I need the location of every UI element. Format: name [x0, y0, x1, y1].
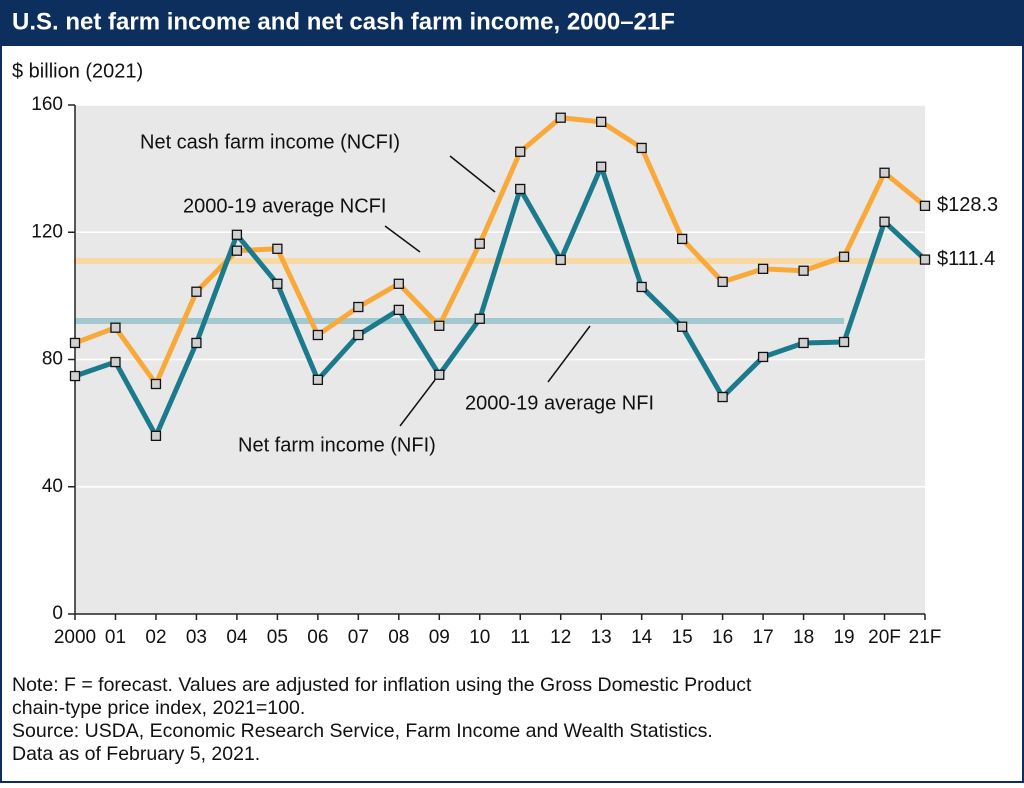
marker	[636, 142, 647, 154]
marker	[717, 391, 728, 403]
marker	[919, 254, 931, 265]
marker	[110, 356, 121, 368]
leader-line	[547, 325, 591, 383]
marker	[69, 370, 81, 382]
marker	[312, 374, 324, 386]
annotation: 2000-19 average NFI	[465, 392, 654, 414]
marker	[150, 430, 162, 442]
y-axis-label: $ billion (2021)	[12, 60, 143, 82]
y-tick-label: 80	[42, 349, 63, 370]
marker	[636, 281, 647, 293]
marker	[879, 167, 890, 178]
x-tick-label: 09	[429, 627, 450, 648]
marker	[312, 329, 324, 341]
x-tick-label: 01	[105, 627, 126, 648]
marker	[191, 337, 202, 349]
plot-layer	[74, 104, 927, 488]
leader-line	[384, 225, 421, 253]
x-tick-label: 18	[793, 627, 814, 648]
chart-title: U.S. net farm income and net cash farm i…	[12, 8, 675, 35]
x-tick-label: 07	[348, 627, 369, 648]
note: Data as of February 5, 2021.	[12, 743, 260, 765]
marker	[879, 216, 890, 227]
value-label: $111.4	[937, 248, 995, 270]
x-tick-label: 14	[631, 627, 653, 648]
x-tick-label: 15	[672, 627, 693, 648]
marker	[474, 313, 485, 324]
x-tick-label: 11	[510, 627, 530, 648]
marker	[353, 301, 364, 313]
leader-line	[449, 155, 496, 193]
marker	[798, 337, 809, 349]
marker	[555, 112, 566, 123]
marker	[676, 321, 688, 332]
y-tick-label: 0	[52, 603, 63, 624]
marker	[272, 243, 283, 254]
x-tick-label: 19	[833, 627, 854, 648]
series-line	[74, 115, 927, 387]
x-tick-label: 06	[307, 627, 328, 648]
marker	[110, 322, 121, 333]
marker	[596, 116, 607, 128]
marker	[353, 329, 364, 341]
y-tick-label: 160	[31, 94, 63, 115]
title-bar	[0, 0, 1024, 46]
x-tick-label: 04	[226, 627, 248, 648]
marker	[231, 245, 243, 256]
marker	[676, 233, 688, 245]
x-tick-label: 05	[267, 627, 288, 648]
x-tick-label: 17	[753, 627, 774, 648]
x-tick-label: 10	[469, 627, 490, 648]
legend-label: Net farm income (NFI)	[238, 434, 436, 456]
marker	[191, 286, 202, 297]
marker	[919, 200, 931, 211]
marker	[798, 265, 809, 276]
legend-label: Net cash farm income (NCFI)	[140, 131, 400, 153]
x-tick-label: 16	[712, 627, 733, 648]
note: Source: USDA, Economic Research Service,…	[12, 720, 713, 742]
marker	[838, 251, 850, 262]
marker	[69, 337, 81, 349]
marker	[838, 336, 850, 348]
x-tick-label: 08	[388, 627, 409, 648]
marker	[434, 369, 445, 380]
marker	[515, 146, 526, 157]
marker	[555, 254, 566, 266]
leader-line	[399, 379, 436, 427]
series-line	[74, 164, 927, 439]
x-tick-label: 12	[550, 627, 571, 648]
value-label: $128.3	[937, 194, 998, 216]
marker	[515, 183, 526, 195]
y-tick-label: 120	[31, 221, 63, 242]
marker	[474, 238, 485, 249]
marker	[757, 263, 769, 274]
x-tick-label: 02	[145, 627, 166, 648]
x-tick-label: 20F	[868, 627, 901, 648]
marker	[434, 320, 445, 331]
annotation: 2000-19 average NCFI	[183, 195, 386, 217]
x-tick-label: 03	[186, 627, 207, 648]
marker	[272, 278, 283, 289]
x-tick-label: 13	[591, 627, 612, 648]
note: Note: F = forecast. Values are adjusted …	[12, 674, 752, 696]
marker	[596, 161, 607, 172]
y-tick-label: 40	[42, 476, 63, 497]
marker	[231, 229, 243, 240]
marker	[717, 276, 728, 288]
marker	[150, 378, 162, 390]
note: chain-type price index, 2021=100.	[12, 697, 305, 719]
x-tick-label: 21F	[909, 627, 942, 648]
marker	[393, 304, 404, 316]
x-tick-label: 2000	[54, 627, 96, 648]
marker	[757, 351, 769, 363]
marker	[393, 278, 404, 289]
